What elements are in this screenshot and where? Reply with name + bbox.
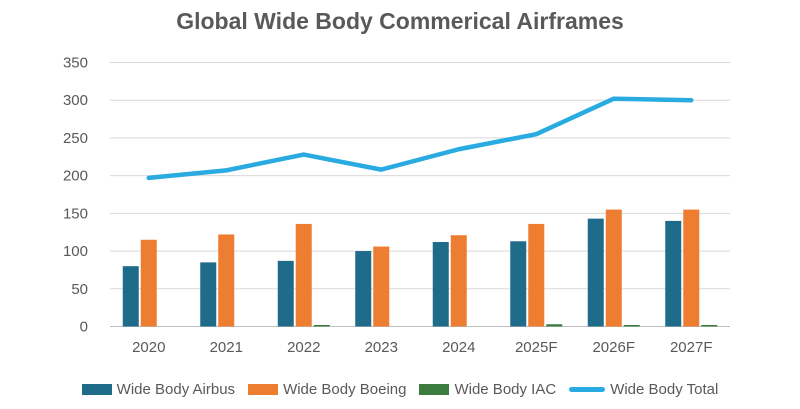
x-axis-label: 2022 [287, 339, 320, 356]
bar-wide-body-airbus-2025f [510, 241, 527, 327]
legend-item-boeing: Wide Body Boeing [248, 381, 406, 398]
x-axis-label: 2027F [670, 339, 713, 356]
bar-wide-body-boeing-2026f [605, 209, 622, 327]
legend-swatch-iac [419, 384, 450, 395]
x-axis-label: 2020 [132, 339, 165, 356]
bar-wide-body-boeing-2024 [450, 235, 467, 327]
y-tick-label: 150 [63, 205, 88, 222]
chart-legend: Wide Body Airbus Wide Body Boeing Wide B… [0, 381, 800, 398]
legend-label-boeing: Wide Body Boeing [283, 381, 407, 398]
bar-wide-body-iac-2027f [701, 324, 718, 327]
x-axis-label: 2023 [365, 339, 398, 356]
bar-wide-body-boeing-2027f [683, 209, 700, 327]
bar-wide-body-airbus-2023 [355, 251, 372, 327]
bar-wide-body-boeing-2020 [140, 239, 157, 327]
x-axis-label: 2025F [515, 339, 558, 356]
x-axis-label: 2024 [442, 339, 475, 356]
bar-wide-body-iac-2026f [623, 324, 640, 327]
y-tick-label: 300 [63, 92, 88, 109]
total-line [146, 96, 694, 181]
bar-wide-body-boeing-2025f [528, 223, 545, 327]
legend-item-airbus: Wide Body Airbus [81, 381, 236, 398]
bar-wide-body-iac-2022 [313, 324, 330, 327]
bar-wide-body-boeing-2021 [218, 234, 235, 327]
legend-label-total: Wide Body Total [610, 381, 719, 398]
bar-wide-body-iac-2025f [546, 324, 563, 327]
y-tick-label: 50 [71, 281, 88, 298]
x-axis-label: 2021 [210, 339, 243, 356]
bar-wide-body-boeing-2023 [373, 246, 390, 327]
legend-swatch-total-line [569, 387, 606, 392]
y-tick-label: 200 [63, 168, 88, 185]
bar-wide-body-airbus-2026f [587, 218, 604, 327]
legend-swatch-boeing [248, 384, 279, 395]
bar-wide-body-airbus-2024 [432, 242, 449, 327]
legend-label-airbus: Wide Body Airbus [116, 381, 236, 398]
bar-wide-body-airbus-2022 [277, 260, 294, 327]
y-tick-label: 0 [80, 319, 88, 336]
bar-wide-body-airbus-2020 [122, 266, 139, 327]
chart-title: Global Wide Body Commerical Airframes [176, 8, 624, 34]
bar-wide-body-boeing-2022 [295, 223, 312, 327]
y-tick-label: 250 [63, 130, 88, 147]
bar-wide-body-airbus-2021 [200, 262, 217, 327]
legend-item-total: Wide Body Total [569, 381, 718, 398]
legend-label-iac: Wide Body IAC [454, 381, 557, 398]
y-tick-label: 100 [63, 243, 88, 260]
legend-item-iac: Wide Body IAC [419, 381, 556, 398]
y-tick-label: 350 [63, 55, 88, 72]
bar-wide-body-airbus-2027f [665, 220, 682, 327]
x-axis-label: 2026F [592, 339, 635, 356]
legend-swatch-airbus [81, 384, 112, 395]
